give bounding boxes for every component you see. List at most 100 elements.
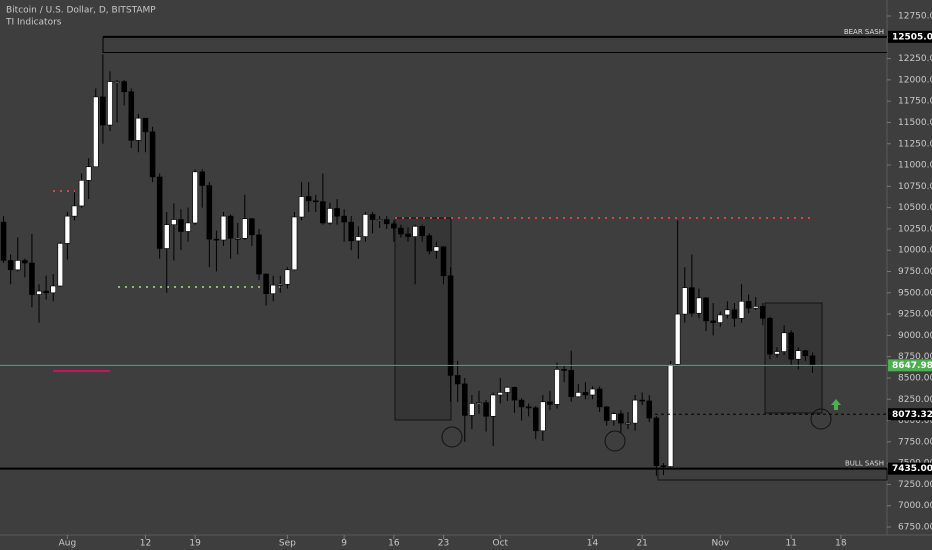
candle-body (121, 81, 127, 93)
level-name: BEAR SASH (844, 28, 884, 36)
y-tick-label: 8000.00 (898, 416, 932, 426)
y-tick-label: 9750.00 (898, 267, 932, 277)
candle-body (710, 320, 716, 323)
candle-body (149, 131, 156, 178)
candle-body (171, 219, 177, 225)
candle-body (234, 237, 241, 240)
candle-body (632, 399, 638, 424)
candle-body (646, 400, 653, 419)
candle-body (199, 171, 206, 186)
candle-body (511, 387, 518, 401)
candle-body (213, 238, 220, 241)
candle-body (674, 313, 681, 365)
candle-body (341, 215, 347, 223)
candle-body (270, 284, 276, 294)
candle-body (540, 401, 546, 432)
candle-body (107, 81, 113, 126)
x-tick-label: 19 (189, 539, 201, 549)
candle-body (788, 332, 794, 360)
candle-body (36, 290, 42, 295)
x-tick-label: 11 (785, 539, 796, 549)
x-tick-label: 18 (835, 539, 847, 549)
candle-body (802, 350, 809, 357)
candle-body (128, 91, 135, 141)
buy-arrow (831, 399, 841, 410)
candle-body (391, 223, 397, 229)
x-tick-label: Aug (59, 539, 77, 549)
candle-body (185, 222, 191, 232)
candle-body (447, 275, 454, 376)
candle-body (752, 306, 759, 309)
candle-body (334, 208, 340, 217)
candle-body (603, 406, 610, 421)
candle-body (29, 262, 35, 295)
x-tick-label: Nov (711, 539, 729, 549)
candle-body (760, 306, 766, 319)
y-tick-label: 12000.00 (898, 75, 932, 85)
candle-body (518, 399, 525, 408)
candle-body (242, 218, 248, 239)
x-tick-label: 14 (587, 539, 599, 549)
y-tick-label: 11750.00 (898, 97, 932, 107)
level-tag-label: 12505.00 (892, 32, 932, 42)
candle-body (547, 401, 553, 405)
candle-body (568, 369, 575, 397)
candle-body (383, 219, 390, 225)
y-tick-label: 12750.00 (898, 12, 932, 22)
candle-body (192, 171, 198, 224)
candle-body (320, 201, 326, 224)
chart-subtitle: TI Indicators (5, 18, 62, 28)
candle-body (284, 269, 291, 285)
candle-body (43, 290, 49, 294)
candle-body (305, 196, 312, 202)
y-tick-label: 11250.00 (898, 139, 932, 149)
candle-body (114, 81, 120, 83)
y-tick-label: 10250.00 (898, 224, 932, 234)
y-tick-label: 7750.00 (898, 437, 932, 447)
x-tick-label: Sep (279, 539, 296, 549)
candle-body (85, 166, 92, 181)
candle-body (362, 214, 369, 237)
candle-body (681, 287, 688, 315)
candle-body (71, 205, 78, 217)
candle-body (717, 314, 724, 323)
candle-body (618, 413, 624, 424)
candle-body (298, 196, 305, 218)
y-tick-label: 10500.00 (898, 203, 932, 213)
candle-body (696, 297, 702, 314)
candle-body (575, 392, 582, 397)
signal-circle (810, 408, 832, 430)
x-tick-label: 16 (388, 539, 400, 549)
bear-box-edge (103, 52, 887, 53)
candle-body (7, 260, 14, 271)
level-name: BULL SASH (845, 460, 884, 468)
candle-body (227, 215, 234, 239)
candle-body (625, 422, 631, 425)
y-tick-label: 7250.00 (898, 480, 932, 490)
candle-body (774, 351, 780, 355)
candle-body (263, 273, 269, 294)
candle-body (469, 403, 475, 416)
level-tag (888, 30, 932, 43)
candle-body (355, 236, 362, 242)
candle-body (483, 402, 489, 417)
candle-body (582, 392, 589, 396)
candle-body (163, 224, 170, 249)
candle-body (156, 176, 163, 249)
y-tick-label: 7000.00 (898, 501, 932, 511)
candle-body (611, 413, 617, 421)
candle-body (462, 383, 468, 416)
candle-body (703, 297, 709, 322)
candle-body (135, 117, 142, 141)
y-tick-label: 10750.00 (898, 182, 932, 192)
candle-body (327, 208, 333, 224)
candle-body (14, 260, 21, 271)
candle-body (767, 318, 773, 355)
y-tick-label: 8500.00 (898, 373, 932, 383)
y-tick-label: 8250.00 (898, 395, 932, 405)
candle-body (689, 287, 695, 314)
candle-body (589, 388, 596, 396)
level-tag (888, 462, 932, 475)
candle-body (178, 219, 184, 232)
